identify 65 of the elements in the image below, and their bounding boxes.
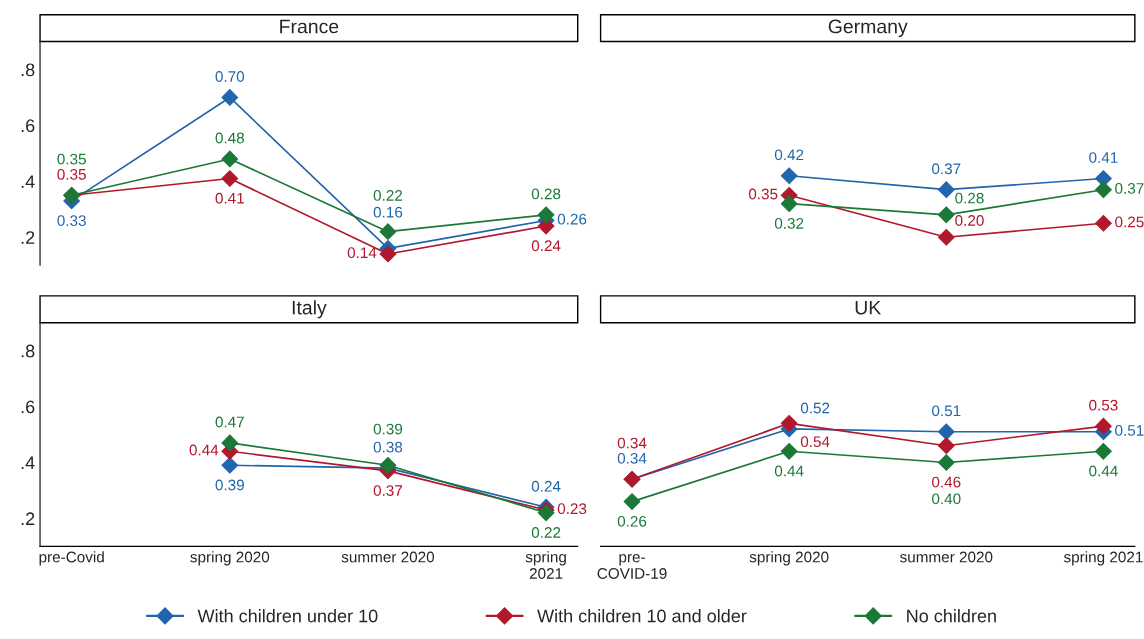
x-tick-label: spring 2021 [525,551,566,579]
y-tick-label: .2 [21,512,35,525]
legend-label: No children [907,609,996,623]
chart-title: France [280,19,339,34]
data-label: 0.14 [347,247,377,259]
y-tick-label: .4 [21,456,35,470]
data-label: 0.37 [932,163,961,175]
data-label: 0.39 [373,423,403,435]
data-label: 0.48 [215,132,245,144]
data-label: 0.40 [932,493,961,505]
x-tick-label: spring 2020 [749,551,829,566]
data-label: 0.42 [774,149,804,161]
data-label: 0.23 [557,503,587,515]
data-label: 0.37 [1115,182,1144,194]
x-tick-label: spring 2021 [1063,551,1143,566]
data-label: 0.26 [557,213,587,225]
data-label: 0.34 [617,437,647,449]
chart-title: UK [855,300,882,315]
data-label: 0.28 [531,188,561,200]
x-tick-label: summer 2020 [900,551,993,563]
data-label: 0.53 [1089,399,1118,411]
data-label: 0.32 [774,217,804,229]
data-label: 0.35 [748,188,778,200]
data-label: 0.38 [373,441,403,453]
data-label: 0.24 [531,240,561,252]
data-label: 0.51 [932,405,961,417]
chart-title: Italy [292,300,327,319]
data-label: 0.26 [617,515,647,527]
y-tick-label: .2 [21,231,35,244]
data-label: 0.35 [57,168,86,180]
x-tick-label: spring 2020 [190,551,270,566]
data-label: 0.25 [1115,216,1144,228]
data-label: 0.70 [215,71,245,82]
y-tick-label: .8 [21,344,35,358]
data-label: 0.44 [774,465,804,477]
data-label: 0.39 [215,479,244,491]
y-tick-label: .6 [21,400,35,414]
data-label: 0.52 [800,402,830,414]
data-label: 0.28 [955,192,984,204]
data-label: 0.22 [531,527,561,538]
y-tick-label: .6 [21,119,35,133]
x-tick-label: summer 2020 [341,551,435,563]
data-label: 0.22 [373,190,403,201]
data-label: 0.54 [800,436,830,448]
data-label: 0.46 [932,476,961,488]
data-label: 0.37 [373,485,403,496]
data-label: 0.41 [1089,152,1118,163]
data-label: 0.41 [215,192,244,204]
legend-label: With children 10 and older [537,609,747,623]
legend-label: With children under 10 [197,609,378,623]
y-tick-label: .8 [21,63,35,77]
data-label: 0.44 [1089,465,1118,477]
data-label: 0.51 [1115,425,1144,436]
data-label: 0.34 [617,452,647,464]
data-label: 0.20 [955,215,984,226]
data-label: 0.44 [189,444,219,456]
data-label: 0.35 [57,153,86,165]
x-tick-label: pre- COVID-19 [597,554,667,579]
chart-title: Germany [828,19,908,38]
x-tick-label: pre-Covid [39,551,104,566]
y-tick-label: .4 [21,175,35,188]
data-label: 0.16 [373,206,403,218]
data-label: 0.33 [57,215,86,226]
data-label: 0.24 [531,480,561,492]
data-label: 0.47 [215,416,244,428]
